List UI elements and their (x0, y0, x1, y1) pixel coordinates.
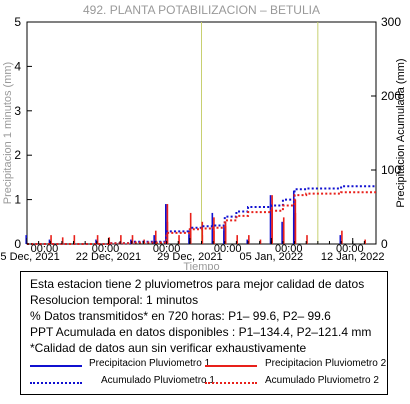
chart: 0 1 2 3 4 5 0 100 200 300 15 Dec, 2021 22 Dec, 2021… (0, 3, 407, 270)
x-date-label-1: 22 Dec, 2021 (76, 251, 141, 263)
info-legend-box: Esta estacion tiene 2 pluviometros para … (20, 271, 388, 395)
x-date-label-0: 15 Dec, 2021 (0, 251, 60, 263)
right-tick-label-2: 200 (381, 89, 401, 103)
y-axis-title-right: Precipitacion Acumulada (mm) (395, 58, 407, 207)
legend-label-p2-rain: Precipitacion Pluviometro 2 (265, 358, 387, 369)
info-line-stations: Esta estacion tiene 2 pluviometros para … (30, 277, 365, 291)
legend-label-p1-acc: Acumulado Pluviometro 1 (101, 375, 215, 386)
right-tick-label-3: 300 (381, 15, 401, 29)
x-time-label-1: 00:00 (92, 243, 120, 255)
left-tick-label-5: 5 (14, 15, 21, 29)
info-line-quality-note: *Calidad de datos aun sin verificar exha… (30, 341, 307, 355)
legend-swatch-p2-rain (205, 365, 257, 367)
legend-label-p1-rain: Precipitacion Pluviometro 1 (89, 358, 211, 369)
accumulated-line-2 (27, 191, 376, 245)
left-tick-label-0: 0 (14, 237, 21, 251)
legend-label-p2-acc: Acumulado Pluviometro 2 (265, 375, 379, 386)
info-line-accumulated: PPT Acumulada en datos disponibles : P1–… (30, 325, 372, 339)
x-date-label-4: 12 Jan, 2022 (321, 251, 385, 263)
x-time-label-2: 00:00 (153, 243, 181, 255)
right-tick-label-1: 100 (381, 163, 401, 177)
y-axis-title-left: Precipitacion 1 minutos (mm) (2, 62, 14, 204)
right-tick-label-0: 0 (381, 237, 388, 251)
x-date-label-2: 29 Dec, 2021 (157, 251, 222, 263)
left-tick-label-3: 3 (14, 104, 21, 118)
left-tick-label-1: 1 (14, 193, 21, 207)
info-line-resolution: Resolucion temporal: 1 minutos (30, 293, 199, 307)
chart-title: 492. PLANTA POTABILIZACION – BETULIA (83, 3, 320, 17)
info-line-transmitted: % Datos transmitidos* en 720 horas: P1– … (30, 309, 331, 323)
legend-swatch-p1-rain (30, 365, 82, 367)
legend-swatch-p1-acc (30, 382, 82, 384)
x-time-label-4: 00:00 (275, 243, 303, 255)
legend-swatch-p2-acc (205, 382, 257, 384)
left-tick-label-2: 2 (14, 148, 21, 162)
x-time-label-3: 00:00 (214, 243, 242, 255)
x-date-label-3: 05 Jan, 2022 (239, 251, 303, 263)
x-time-label-0: 00:00 (31, 243, 59, 255)
accumulated-line-1 (27, 185, 376, 245)
left-tick-label-4: 4 (14, 59, 21, 73)
x-time-label-5: 00:00 (336, 243, 364, 255)
x-axis-title: Tiempo (183, 261, 219, 270)
